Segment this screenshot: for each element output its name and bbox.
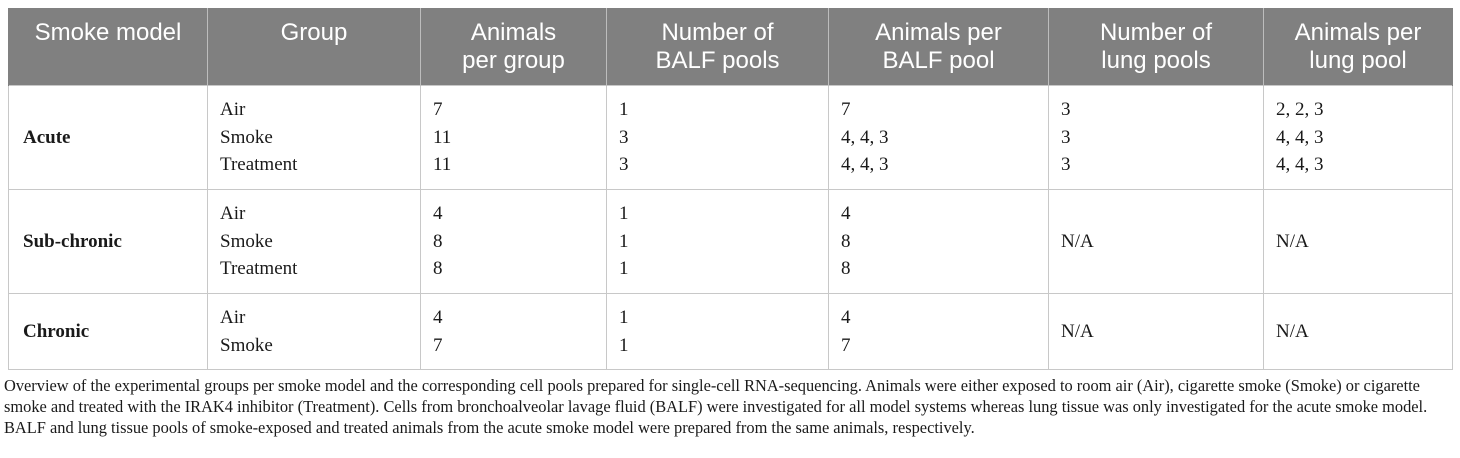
table-figure: Smoke model Group Animals per group Numbe… [4,8,1453,438]
animals-per-balf-pool-cell: 7 4, 4, 3 4, 4, 3 [828,85,1049,190]
smoke-model-cell: Chronic [8,293,208,370]
header-number-of-lung-pools: Number of lung pools [1048,8,1264,86]
group-cell: Air Smoke [207,293,421,370]
header-smoke-model: Smoke model [8,8,208,86]
animals-per-lung-pool-cell: N/A [1263,293,1453,370]
lung-pools-cell: N/A [1048,189,1264,294]
header-animals-per-lung-pool: Animals per lung pool [1263,8,1453,86]
data-table: Smoke model Group Animals per group Numbe… [8,8,1453,370]
header-group: Group [207,8,421,86]
table-caption: Overview of the experimental groups per … [4,376,1428,437]
header-animals-per-balf-pool: Animals per BALF pool [828,8,1049,86]
animals-per-lung-pool-cell: N/A [1263,189,1453,294]
animals-per-lung-pool-cell: 2, 2, 3 4, 4, 3 4, 4, 3 [1263,85,1453,190]
lung-pools-cell: N/A [1048,293,1264,370]
header-animals-per-group: Animals per group [420,8,607,86]
header-number-of-balf-pools: Number of BALF pools [606,8,829,86]
smoke-model-cell: Sub-chronic [8,189,208,294]
animals-per-group-cell: 7 11 11 [420,85,607,190]
group-cell: Air Smoke Treatment [207,189,421,294]
smoke-model-cell: Acute [8,85,208,190]
header-row: Smoke model Group Animals per group Numbe… [8,8,1453,86]
group-cell: Air Smoke Treatment [207,85,421,190]
